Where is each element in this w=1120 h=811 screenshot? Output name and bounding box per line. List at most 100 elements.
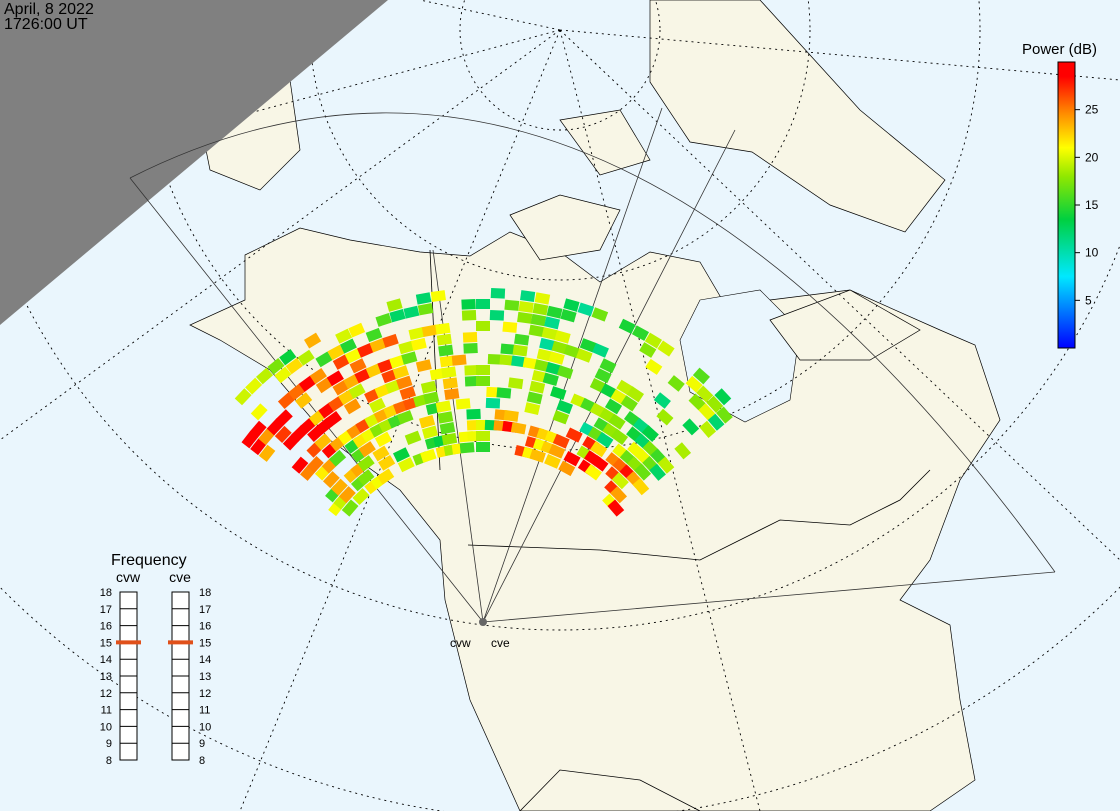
- echo-cell: [444, 388, 460, 401]
- echo-cell: [343, 398, 362, 415]
- echo-cell: [534, 292, 551, 305]
- echo-cell: [423, 391, 440, 405]
- echo-cell: [341, 499, 359, 517]
- echo-cell: [550, 386, 567, 400]
- echo-cell: [327, 344, 345, 361]
- echo-cell: [442, 377, 458, 390]
- echo-cell: [274, 366, 292, 384]
- echo-cell: [435, 322, 451, 335]
- colorbar-ticks: 5 10 15 20 25: [1075, 103, 1099, 307]
- echo-cell: [551, 340, 568, 355]
- echo-cell: [459, 442, 475, 454]
- echo-cell: [532, 303, 549, 316]
- echo-cell: [596, 431, 614, 449]
- echo-cell: [298, 375, 316, 392]
- echo-cell: [277, 392, 296, 410]
- colorbar-tick-label: 20: [1085, 150, 1099, 164]
- echo-cell: [357, 342, 374, 358]
- echo-cell: [455, 398, 471, 410]
- echo-cell: [415, 292, 432, 305]
- echo-cell: [275, 409, 293, 427]
- echo-cell: [554, 330, 571, 344]
- echo-cell: [563, 344, 581, 359]
- echo-cell: [529, 380, 546, 394]
- echo-cell: [487, 353, 503, 365]
- echo-cell: [234, 388, 252, 406]
- echo-cell: [591, 307, 609, 322]
- frequency-tick-label: 15: [199, 637, 211, 649]
- echo-cell: [502, 321, 518, 333]
- frequency-tick-label: 8: [106, 755, 112, 767]
- site-label: cvw: [450, 636, 471, 650]
- echo-cell: [599, 358, 617, 374]
- echo-cell: [590, 441, 608, 458]
- echo-cell: [504, 299, 520, 311]
- echo-cell: [544, 454, 561, 469]
- echo-cell: [461, 299, 476, 310]
- echo-cell: [365, 363, 383, 378]
- echo-cell: [357, 455, 375, 472]
- echo-cell: [463, 342, 478, 354]
- echo-cell: [552, 410, 570, 425]
- echo-cell: [250, 403, 268, 421]
- echo-cell: [464, 375, 480, 387]
- site-label: cve: [491, 636, 510, 650]
- echo-cell: [653, 392, 671, 409]
- echo-cell: [645, 358, 663, 375]
- frequency-tick-label: 11: [101, 705, 112, 717]
- echo-cell: [285, 357, 303, 375]
- echo-cell: [517, 311, 533, 324]
- echo-cell: [329, 449, 347, 467]
- echo-cell: [408, 327, 425, 341]
- echo-cell: [526, 391, 543, 405]
- echo-cell: [258, 444, 276, 462]
- echo-cell: [556, 399, 573, 415]
- echo-cell: [396, 375, 413, 390]
- echo-cell: [512, 344, 528, 357]
- echo-cell: [610, 428, 629, 446]
- frequency-tick-label: 16: [100, 621, 112, 633]
- echo-cell: [639, 342, 657, 358]
- echo-cell: [542, 372, 559, 386]
- echo-cell: [620, 395, 638, 412]
- echo-cell: [372, 445, 390, 462]
- echo-cell: [552, 433, 570, 449]
- frequency-tick-label: 14: [199, 654, 211, 666]
- echo-cell: [541, 327, 558, 341]
- echo-cell: [536, 348, 553, 362]
- echo-cell: [490, 288, 506, 299]
- echo-cell: [377, 358, 395, 374]
- echo-cell: [476, 365, 490, 375]
- echo-cell: [397, 457, 415, 473]
- echo-cell: [591, 455, 609, 472]
- echo-cell: [368, 397, 386, 413]
- echo-cell: [374, 431, 392, 448]
- echo-cell: [682, 418, 700, 436]
- echo-cell: [706, 395, 724, 413]
- echo-cell: [544, 316, 561, 330]
- frequency-tick-label: 16: [199, 621, 211, 633]
- echo-cell: [534, 359, 551, 373]
- echo-cell: [418, 414, 436, 429]
- echo-cell: [716, 406, 733, 424]
- echo-cell: [314, 433, 332, 451]
- night-terminator: [0, 0, 388, 325]
- echo-cell: [692, 367, 710, 385]
- echo-cell: [429, 367, 446, 381]
- echo-cell: [421, 324, 438, 338]
- colorbar-title: Power (dB): [1022, 41, 1097, 58]
- echo-cell: [579, 338, 597, 353]
- echo-cell: [524, 402, 541, 416]
- echo-cell: [714, 388, 732, 406]
- echo-cell: [439, 422, 456, 435]
- radar-site: [479, 618, 487, 626]
- echo-cell: [420, 448, 437, 463]
- colorbar: [1057, 61, 1076, 349]
- echo-cell: [403, 305, 420, 319]
- echo-cell: [476, 321, 490, 331]
- echo-cell: [476, 431, 490, 441]
- echo-cell: [522, 357, 539, 370]
- echo-cell: [398, 340, 415, 355]
- echo-cell: [696, 385, 714, 403]
